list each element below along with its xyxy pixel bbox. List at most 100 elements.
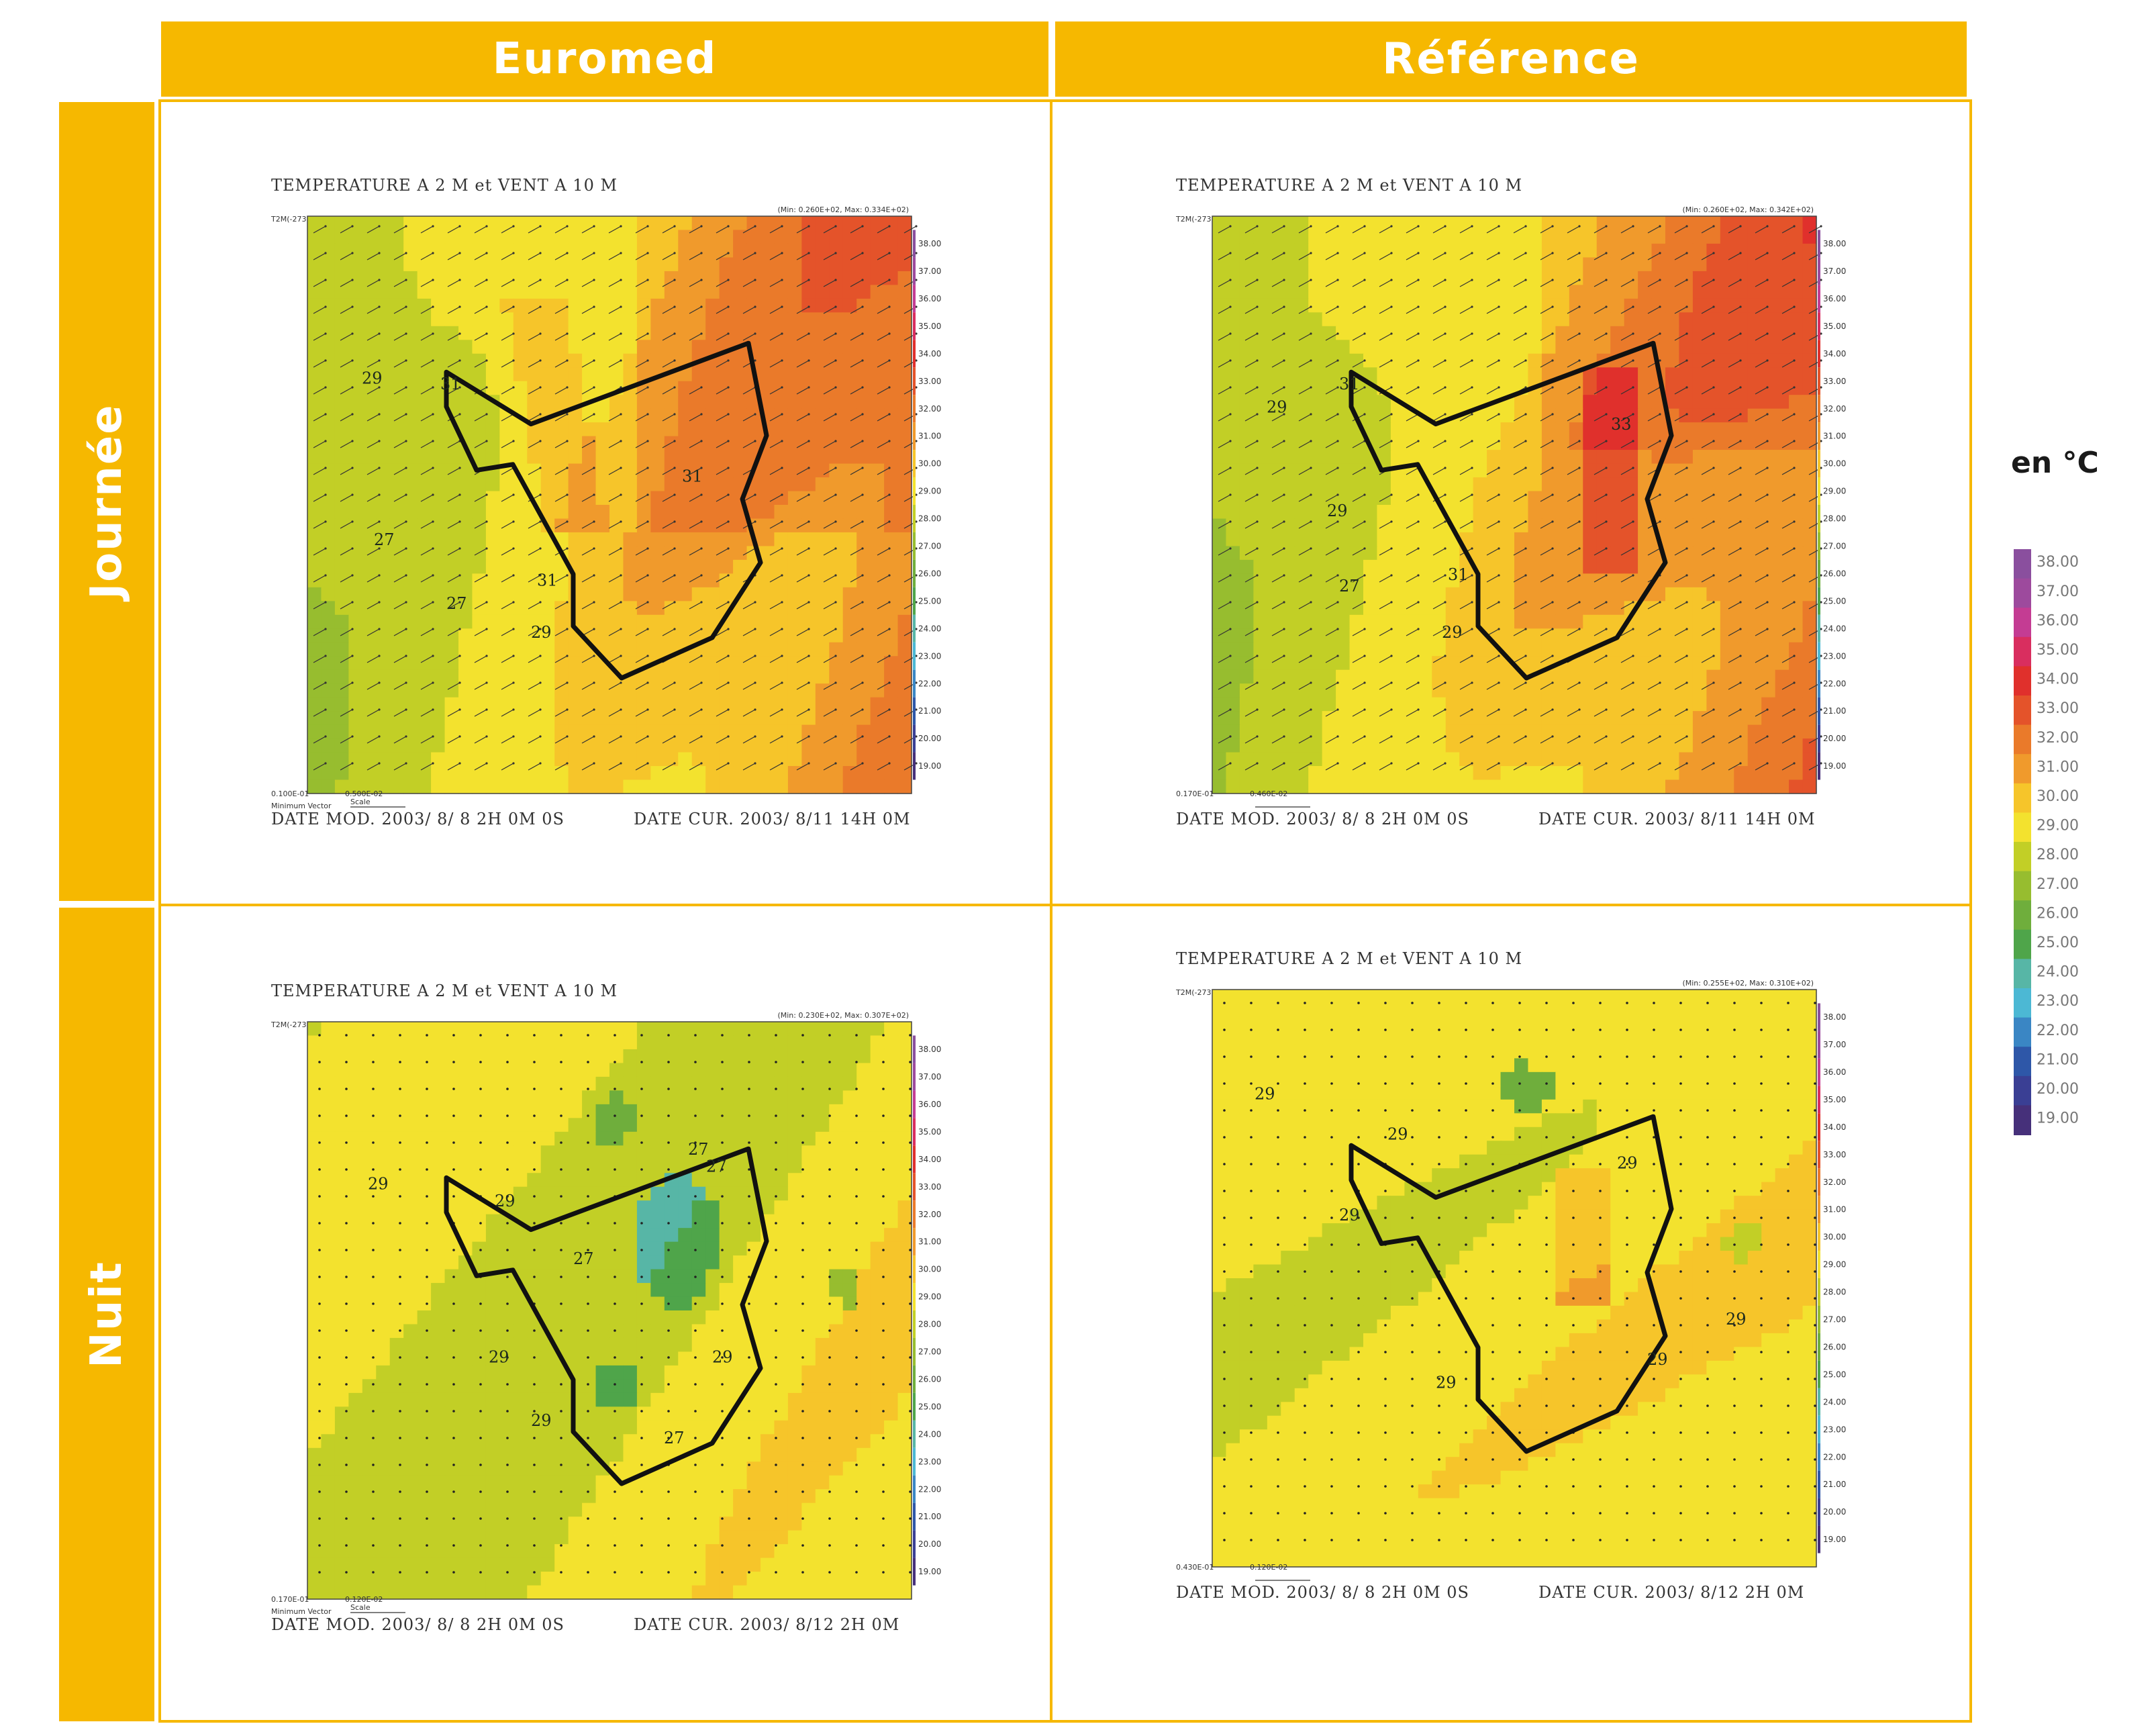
heatmap-cell [568,766,583,781]
heatmap-cell [1651,505,1666,520]
heatmap-cell [733,642,748,657]
heatmap-cell [815,257,830,272]
wind-arrow [823,387,836,395]
heatmap-cell [787,381,802,395]
heatmap-cell [1514,491,1529,506]
heatmap-cell [733,669,748,684]
heatmap-cell [307,422,322,437]
wind-arrow-head [405,252,407,254]
heatmap-cell [1802,450,1817,465]
wind-arrow-head [378,440,381,442]
wind-arrow-head [1766,252,1769,254]
heatmap-cell [403,518,418,533]
heatmap-cell [582,573,597,588]
heatmap-cell [334,436,349,450]
wind-arrow-head [754,359,756,362]
heatmap-cell [1720,285,1734,299]
wind-arrow-head [1444,279,1447,281]
wind-arrow [635,548,648,556]
heatmap-cell [1610,559,1625,574]
heatmap-cell [897,505,912,520]
wind-arrow [1325,306,1338,314]
heatmap-cell [897,271,912,285]
heatmap-cell [389,477,404,492]
heatmap-cell [403,395,418,410]
wind-arrow-head [458,762,461,765]
heatmap-cell [1665,463,1680,478]
heatmap-cell [1596,463,1611,478]
heatmap-cell [719,326,734,340]
heatmap-cell [1583,573,1598,588]
wind-arrow [501,521,514,529]
heatmap-cell [774,450,789,465]
heatmap-cell [1775,683,1790,698]
heatmap-cell [787,422,802,437]
heatmap-cell [1610,573,1625,588]
heatmap-cell [1294,326,1309,340]
heatmap-cell [527,298,542,313]
heatmap-cell [527,587,542,602]
heatmap-cell [1569,628,1583,643]
heatmap-cell [1487,422,1502,437]
wind-arrow-head [1229,305,1232,308]
wind-arrow-head [700,708,703,711]
wind-arrow [366,360,380,368]
wind-arrow-head [834,359,837,362]
heatmap-cell [761,463,775,478]
heatmap-cell [1720,752,1734,767]
wind-arrow [823,655,836,663]
heatmap-cell [1610,491,1625,506]
heatmap-cell [485,450,500,465]
heatmap-cell [897,697,912,712]
heatmap-cell [1789,450,1804,465]
heatmap-cell [1432,587,1447,602]
heatmap-cell [1390,477,1405,492]
heatmap-cell [1775,505,1790,520]
wind-arrow-head [807,440,810,442]
heatmap-cell [1775,395,1790,410]
heatmap-cell [1308,724,1323,739]
wind-arrow [742,333,756,341]
heatmap-cell [1212,340,1227,354]
heatmap-cell [1212,505,1227,520]
heatmap-cell [1253,353,1268,368]
heatmap-cell [458,395,473,410]
heatmap-cell [705,243,720,258]
heatmap-cell [719,395,734,410]
heatmap-cell [609,573,624,588]
heatmap-cell [856,546,871,561]
heatmap-cell [1308,463,1323,478]
heatmap-cell [417,436,432,450]
heatmap-cell [1624,367,1638,382]
wind-arrow [1325,360,1338,368]
wind-arrow-head [861,305,864,308]
heatmap-cell [691,243,706,258]
heatmap-cell [1445,614,1460,629]
heatmap-cell [1336,642,1351,657]
heatmap-cell [1569,546,1583,561]
wind-arrow [716,521,729,529]
heatmap-cell [636,559,651,574]
wind-arrow [689,414,702,422]
wind-arrow-head [485,681,488,684]
heatmap-cell [403,587,418,602]
heatmap-cell [842,683,857,698]
heatmap-cell [1761,340,1776,354]
heatmap-cell [1583,491,1598,506]
heatmap-cell [1747,340,1762,354]
heatmap-cell [1459,697,1474,712]
heatmap-cell [746,779,761,794]
heatmap-cell [1747,271,1762,285]
heatmap-cell [1651,683,1666,698]
heatmap-cell [444,532,459,547]
heatmap-cell [829,683,844,698]
heatmap-cell [307,340,322,354]
heatmap-cell [1377,573,1391,588]
heatmap-cell [472,312,487,327]
heatmap-cell [1459,395,1474,410]
heatmap-cell [705,779,720,794]
heatmap-cell [829,642,844,657]
heatmap-cell [1651,614,1666,629]
heatmap-cell [1459,367,1474,382]
wind-arrow-head [1551,225,1554,228]
